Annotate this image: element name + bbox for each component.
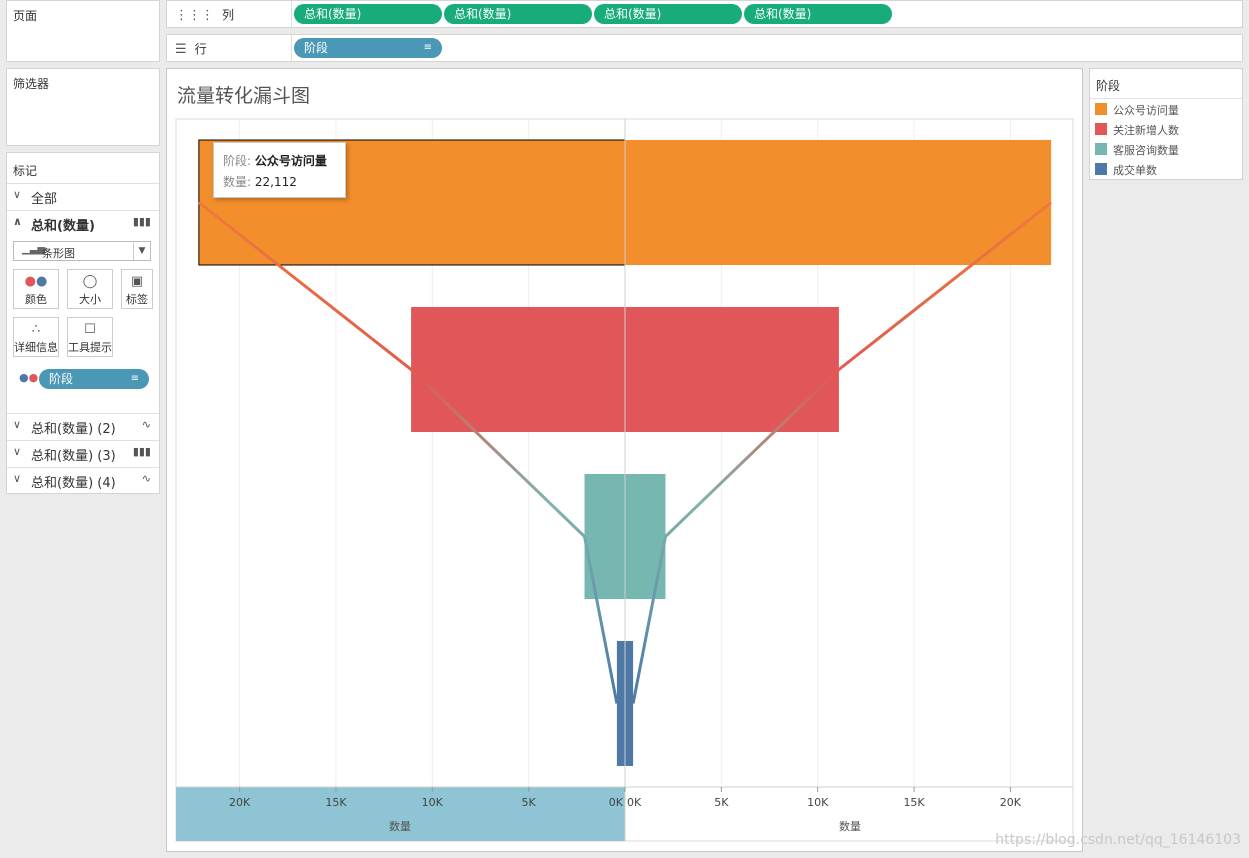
legend-swatch [1095, 163, 1107, 175]
columns-pill[interactable]: 总和(数量) [594, 4, 742, 24]
columns-pill[interactable]: 总和(数量) [744, 4, 892, 24]
tooltip-button[interactable]: ☐ 工具提示 [67, 317, 113, 357]
watermark: https://blog.csdn.net/qq_16146103 [995, 832, 1241, 848]
chevron-down-icon: ∨ [13, 472, 22, 485]
legend-title: 阶段 [1096, 79, 1121, 93]
tooltip-measure-label: 数量: [223, 175, 252, 189]
filters-card[interactable]: 筛选器 [6, 68, 160, 146]
bar-chart-icon: ▁▃▅ [22, 244, 46, 255]
line-chart-icon: ∿ [141, 418, 151, 431]
color-button[interactable]: ●● 颜色 [13, 269, 59, 309]
tooltip-button-label: 工具提示 [68, 341, 112, 354]
columns-shelf[interactable]: ⋮⋮⋮ 列 总和(数量) 总和(数量) 总和(数量) 总和(数量) [166, 0, 1243, 28]
size-button-label: 大小 [79, 293, 101, 306]
marks-card-title: 标记 [13, 164, 38, 178]
detail-button-label: 详细信息 [14, 341, 58, 354]
tooltip-measure-value: 22,112 [254, 175, 297, 189]
rows-shelf-label: ☰ 行 [175, 42, 207, 57]
chevron-down-icon: ∨ [13, 418, 22, 431]
filters-card-title: 筛选器 [13, 77, 50, 91]
marks-layer-row-3[interactable]: ∨ 总和(数量) (3) ▮▮▮ [7, 440, 159, 466]
tooltip-field-value: 公众号访问量 [254, 154, 327, 168]
tooltip-field-label: 阶段: [223, 154, 252, 168]
pages-card-title: 页面 [13, 9, 38, 23]
detail-button[interactable]: ∴ 详细信息 [13, 317, 59, 357]
size-button[interactable]: ◯ 大小 [67, 269, 113, 309]
legend-card: 阶段 公众号访问量 关注新增人数 客服咨询数量 成交单数 [1089, 68, 1243, 180]
legend-label: 成交单数 [1113, 164, 1157, 177]
marks-layer-label: 总和(数量) (4) [31, 476, 116, 491]
marks-layer-label: 总和(数量) (2) [31, 422, 116, 437]
legend-label: 公众号访问量 [1113, 104, 1179, 117]
legend-label: 客服咨询数量 [1113, 144, 1179, 157]
bar-chart-icon: ▮▮▮ [132, 215, 151, 228]
columns-icon: ⋮⋮⋮ [175, 8, 214, 23]
chevron-up-icon: ∧ [13, 215, 22, 228]
sort-icon: ≡ [423, 42, 432, 53]
marks-all-row[interactable]: ∨ 全部 [7, 183, 159, 209]
color-dimension-pill[interactable]: 阶段 ≡ [39, 369, 149, 389]
text-label-icon: ▣ [130, 274, 144, 289]
color-button-label: 颜色 [25, 293, 47, 306]
legend-swatch [1095, 123, 1107, 135]
pages-card[interactable]: 页面 [6, 0, 160, 62]
sort-icon: ≡ [130, 373, 139, 384]
columns-shelf-label: ⋮⋮⋮ 列 [175, 8, 235, 23]
marks-active-layer-row[interactable]: ∧ 总和(数量) ▮▮▮ [7, 210, 159, 236]
rows-pill[interactable]: 阶段 ≡ [294, 38, 442, 58]
detail-dots-icon: ∴ [31, 322, 41, 337]
size-circles-icon: ◯ [82, 274, 98, 289]
chevron-down-icon: ∨ [13, 445, 22, 458]
label-button[interactable]: ▣ 标签 [121, 269, 153, 309]
rows-icon: ☰ [175, 42, 187, 57]
chevron-down-icon: ∨ [13, 188, 22, 201]
marks-all-label: 全部 [31, 192, 58, 207]
marks-layer-row-2[interactable]: ∨ 总和(数量) (2) ∿ [7, 413, 159, 439]
legend-label: 关注新增人数 [1113, 124, 1179, 137]
label-button-label: 标签 [126, 293, 148, 306]
rows-shelf[interactable]: ☰ 行 阶段 ≡ [166, 34, 1243, 62]
color-dimension-pill-label: 阶段 [49, 372, 74, 386]
legend-swatch [1095, 143, 1107, 155]
marks-layer-label: 总和(数量) (3) [31, 449, 116, 464]
marks-active-layer-label: 总和(数量) [31, 219, 95, 234]
color-encoding-icon: ●● [19, 371, 39, 384]
columns-pill[interactable]: 总和(数量) [444, 4, 592, 24]
columns-pill[interactable]: 总和(数量) [294, 4, 442, 24]
bar-chart-icon: ▮▮▮ [132, 445, 151, 458]
legend-swatch [1095, 103, 1107, 115]
dropdown-arrow-icon: ▼ [133, 242, 150, 260]
speech-bubble-icon: ☐ [84, 322, 96, 337]
marks-card: 标记 ∨ 全部 ∧ 总和(数量) ▮▮▮ ▁▃▅ 条形图 ▼ ●● 颜色 ◯ 大… [6, 152, 160, 494]
marks-layer-row-4[interactable]: ∨ 总和(数量) (4) ∿ [7, 467, 159, 493]
hover-tooltip: 阶段: 公众号访问量 数量: 22,112 [213, 142, 346, 198]
mark-type-dropdown[interactable]: ▁▃▅ 条形图 ▼ [13, 241, 151, 261]
mark-type-value: 条形图 [42, 247, 75, 260]
color-dots-icon: ●● [24, 274, 48, 289]
chart-title: 流量转化漏斗图 [177, 85, 311, 107]
line-chart-icon: ∿ [141, 472, 151, 485]
